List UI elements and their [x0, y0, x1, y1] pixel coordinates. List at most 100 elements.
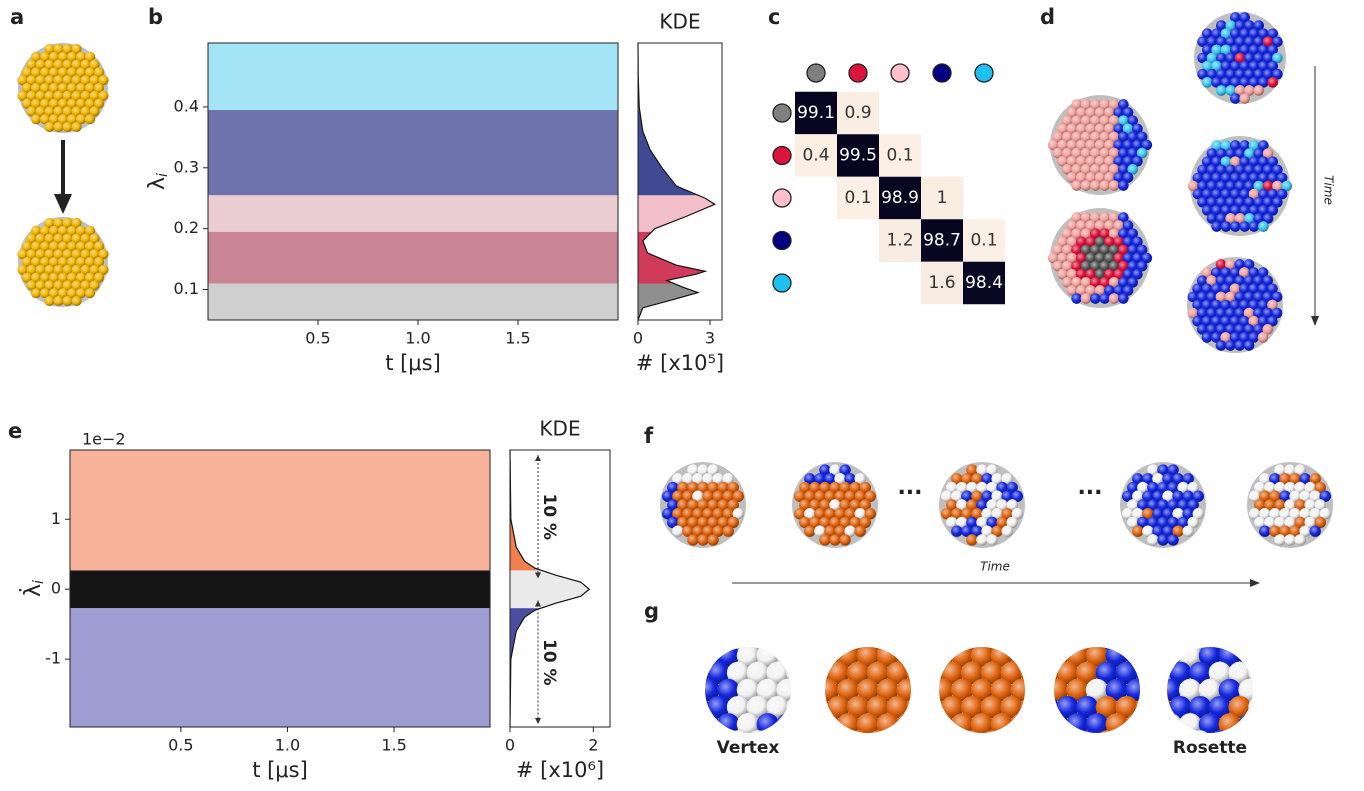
class-marker	[806, 63, 826, 83]
atom	[1094, 139, 1106, 151]
atom	[966, 534, 978, 546]
atom	[819, 499, 831, 511]
atom	[1257, 267, 1269, 278]
atom	[1001, 525, 1013, 537]
atom	[1122, 268, 1134, 280]
atom	[1239, 140, 1250, 151]
y-tick-label: 0.1	[174, 279, 199, 298]
atom	[1239, 156, 1250, 167]
atom	[1220, 140, 1232, 151]
atom	[1071, 244, 1082, 256]
x-tick-label: 1.5	[381, 736, 406, 755]
atom	[71, 90, 82, 101]
atom	[1215, 324, 1227, 335]
atom	[966, 499, 978, 511]
motif	[825, 647, 911, 733]
atom	[1137, 499, 1149, 511]
atom	[71, 43, 82, 55]
atom	[1262, 291, 1274, 303]
atom	[98, 264, 109, 275]
atom	[1274, 534, 1286, 546]
atom	[39, 67, 51, 78]
atom	[722, 508, 734, 520]
atom	[26, 90, 37, 101]
atom	[799, 516, 811, 529]
atom	[62, 249, 73, 260]
atom	[80, 75, 91, 86]
atom	[1127, 115, 1139, 126]
atom	[1125, 678, 1140, 702]
atom	[39, 114, 51, 125]
atom	[1157, 481, 1169, 494]
atom	[71, 106, 82, 117]
atom	[702, 508, 714, 520]
atom	[1201, 188, 1213, 200]
atom	[1253, 275, 1264, 286]
atom	[1187, 516, 1199, 529]
atom	[1142, 473, 1154, 485]
atom	[1104, 155, 1115, 167]
atom	[1141, 139, 1153, 151]
atom	[1075, 123, 1087, 135]
atom	[1304, 481, 1316, 494]
atom	[839, 534, 851, 546]
matrix-cell	[921, 176, 963, 220]
atom	[1234, 213, 1246, 224]
atom	[839, 516, 851, 529]
atom	[1253, 36, 1265, 48]
atom	[1167, 516, 1179, 529]
atom	[1085, 678, 1109, 702]
atom	[941, 695, 964, 719]
motif-label: Vertex	[717, 738, 780, 758]
atom	[1201, 283, 1213, 295]
atom	[1192, 283, 1203, 295]
atom	[35, 59, 46, 70]
atom	[1071, 277, 1082, 288]
atom	[966, 516, 978, 529]
atom	[1210, 299, 1222, 311]
atom	[1057, 139, 1068, 151]
atom	[1279, 473, 1291, 485]
atom	[1239, 283, 1250, 295]
atom	[1215, 52, 1227, 64]
atom	[1157, 499, 1169, 511]
atom	[1085, 220, 1096, 231]
atom	[849, 499, 861, 511]
atom	[66, 288, 78, 299]
atom	[75, 98, 87, 109]
atom	[1127, 131, 1139, 143]
atom	[1108, 131, 1120, 143]
panel-label: d	[1040, 5, 1055, 29]
nanoparticle	[17, 43, 109, 133]
atom	[1211, 44, 1222, 56]
kde-fill	[638, 109, 699, 196]
atom	[834, 525, 846, 537]
atom	[1122, 123, 1134, 135]
cell-label: 99.1	[797, 103, 835, 123]
atom	[990, 678, 1014, 702]
atom	[80, 264, 91, 275]
atom	[39, 241, 51, 252]
atom	[981, 508, 993, 520]
atom	[1272, 36, 1283, 48]
atom	[1167, 678, 1182, 702]
atom	[1010, 713, 1025, 733]
x-axis-label: # [x10⁶]	[516, 758, 604, 782]
atom	[864, 490, 876, 502]
atom	[1215, 180, 1227, 192]
atom	[1269, 525, 1281, 537]
atom	[1239, 77, 1250, 88]
atom	[1094, 252, 1106, 264]
atom	[1253, 85, 1265, 96]
atom	[1215, 68, 1227, 80]
atom	[1085, 155, 1096, 167]
atom	[1122, 252, 1134, 264]
atom	[1248, 172, 1260, 184]
atom	[53, 280, 64, 291]
atom	[39, 225, 51, 236]
atom	[677, 499, 689, 511]
atom	[1085, 285, 1096, 296]
atom	[1234, 324, 1245, 335]
atom	[1248, 332, 1260, 343]
x-tick-label: 1.0	[405, 329, 430, 348]
